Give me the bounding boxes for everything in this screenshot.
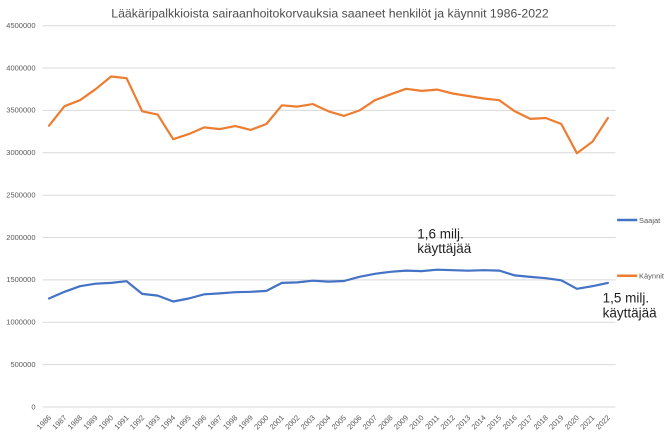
svg-text:Käynnit: Käynnit <box>639 271 665 280</box>
svg-text:2500000: 2500000 <box>6 191 35 200</box>
svg-text:3000000: 3000000 <box>6 148 35 157</box>
svg-text:Saajat: Saajat <box>639 216 661 225</box>
svg-text:2000000: 2000000 <box>6 233 35 242</box>
svg-text:1,5 milj.: 1,5 milj. <box>603 291 650 306</box>
svg-text:4000000: 4000000 <box>6 63 35 72</box>
svg-text:0: 0 <box>31 402 35 411</box>
svg-text:3500000: 3500000 <box>6 106 35 115</box>
svg-text:1000000: 1000000 <box>6 318 35 327</box>
svg-text:Lääkäripalkkioista sairaanhoit: Lääkäripalkkioista sairaanhoitokorvauksi… <box>111 6 549 20</box>
svg-text:1,6 milj.: 1,6 milj. <box>417 226 464 241</box>
svg-text:käyttäjää: käyttäjää <box>417 241 472 256</box>
svg-text:käyttäjää: käyttäjää <box>603 306 658 321</box>
svg-text:4500000: 4500000 <box>6 21 35 30</box>
svg-text:500000: 500000 <box>10 360 35 369</box>
svg-text:1500000: 1500000 <box>6 275 35 284</box>
